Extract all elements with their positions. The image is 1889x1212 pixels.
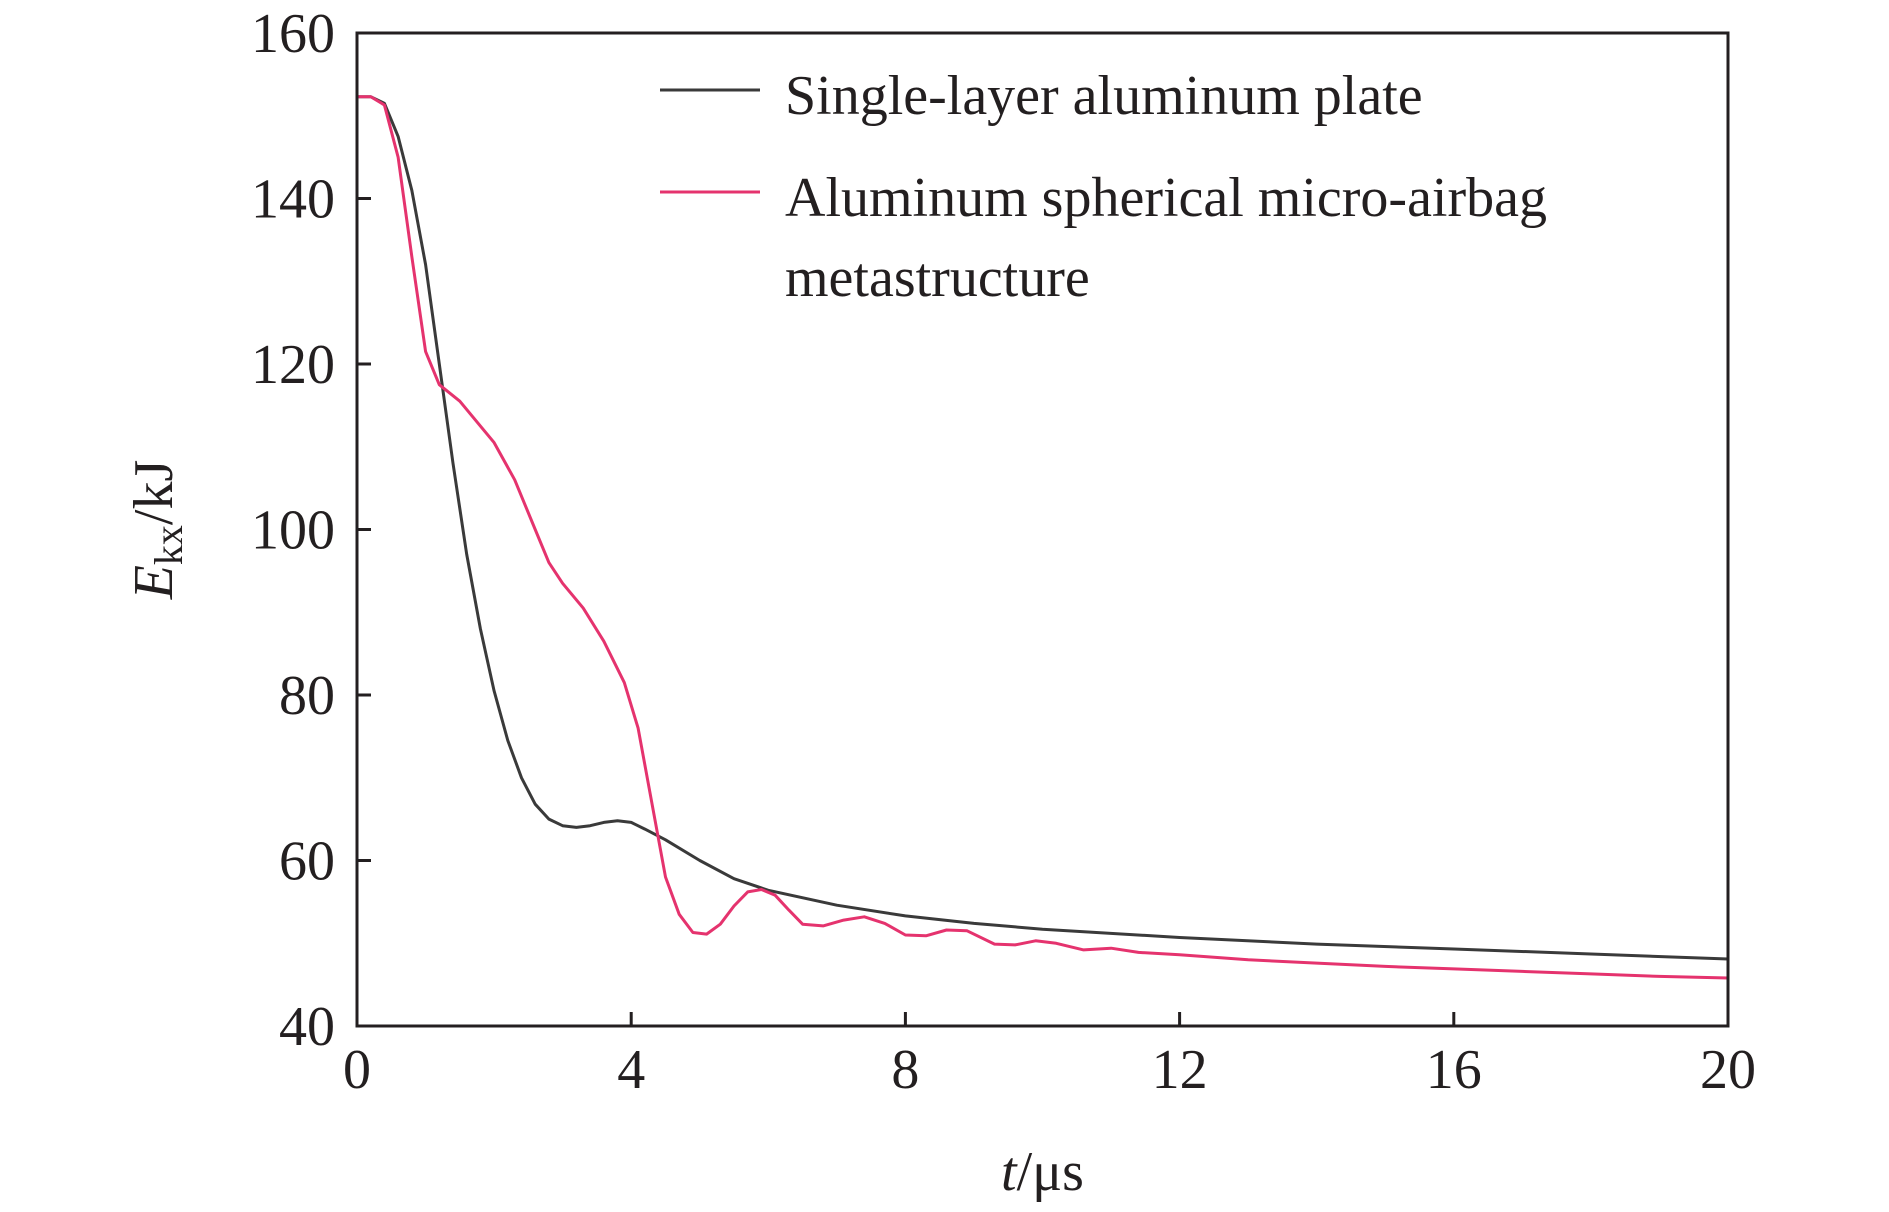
y-axis-unit: /kJ [123,460,185,525]
series-layer [355,95,1730,980]
x-tick-label: 0 [343,1039,371,1101]
legend-label-1: Single-layer aluminum plate [785,65,1423,127]
x-axis-label: t/μs [1001,1141,1084,1203]
x-tick-label: 16 [1426,1039,1482,1101]
legend-label-2: Aluminum spherical micro-airbag metastruc… [785,167,1547,309]
x-tick-label: 4 [617,1039,645,1101]
y-tick-label: 140 [251,169,335,231]
y-tick-label: 80 [279,665,335,727]
y-tick-label: 60 [279,831,335,893]
x-tick-label: 12 [1152,1039,1208,1101]
y-axis-variable: E [123,565,185,600]
x-axis-variable: t [1001,1141,1018,1203]
y-axis-label: Ekx/kJ [123,460,191,601]
y-tick-label: 160 [251,3,335,65]
x-tick-label: 20 [1700,1039,1756,1101]
y-tick-label: 40 [279,996,335,1058]
x-tick-label: 8 [891,1039,919,1101]
y-tick-label: 120 [251,334,335,396]
series-line-1 [355,95,1730,961]
legend: Single-layer aluminum plate Aluminum sphe… [660,65,1547,309]
x-axis-unit: /μs [1017,1141,1084,1203]
y-axis-subscript: kx [146,525,191,565]
y-tick-label: 100 [251,500,335,562]
series-line-2 [355,95,1730,980]
ticks-layer: 0 4 8 12 16 20 40 60 80 100 120 140 160 [251,3,1756,1101]
